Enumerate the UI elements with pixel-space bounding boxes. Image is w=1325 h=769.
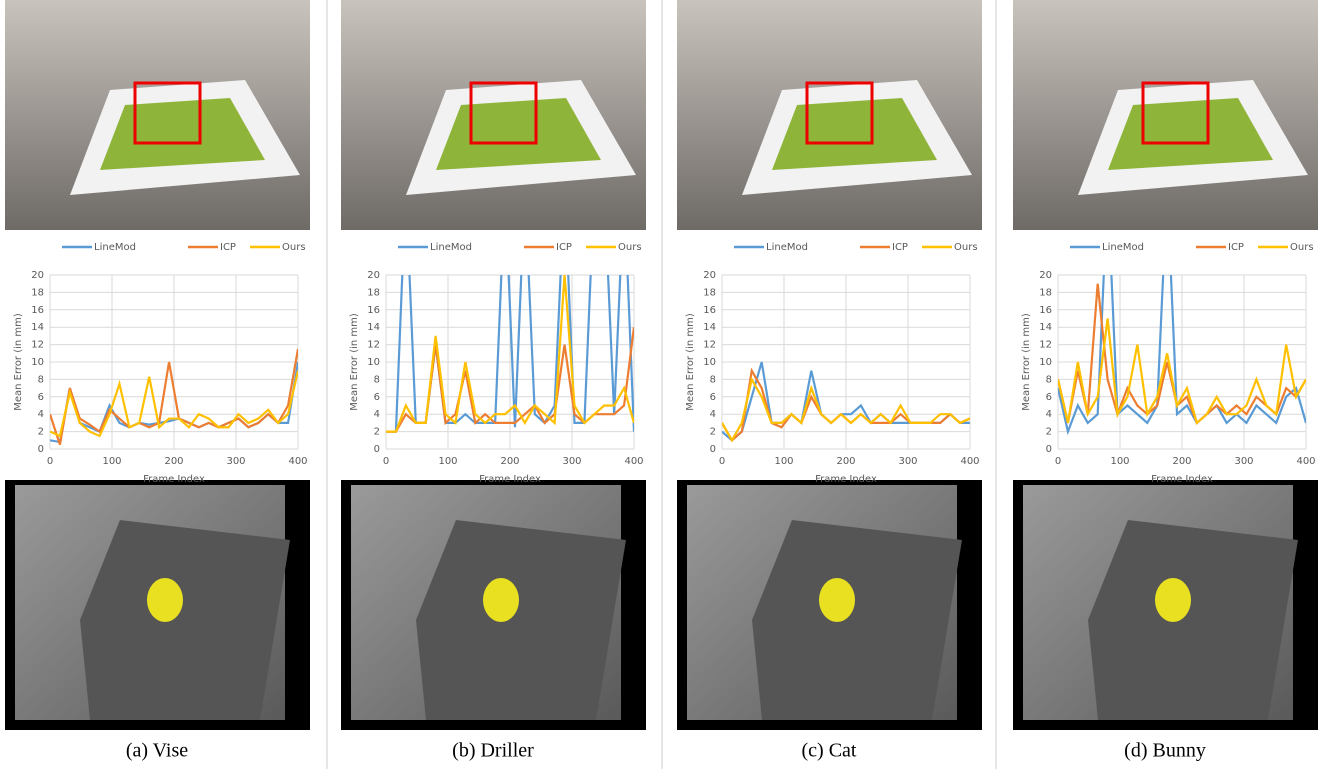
model-points [1155,578,1191,622]
y-tick-label: 18 [367,287,380,298]
y-tick-label: 8 [374,374,380,385]
legend-label: Ours [1290,242,1314,253]
y-axis-label: Mean Error (in mm) [13,313,24,411]
y-tick-label: 10 [367,357,380,368]
caption: (c) Cat [802,740,857,762]
x-tick-label: 100 [774,456,793,467]
y-tick-label: 12 [1039,340,1052,351]
y-axis-label: Mean Error (in mm) [685,313,696,411]
x-tick-label: 100 [102,456,121,467]
y-axis-label: Mean Error (in mm) [1021,313,1032,411]
x-axis-label: Frame Index [479,474,541,485]
legend-label: LineMod [430,242,472,253]
x-tick-label: 400 [960,456,979,467]
x-tick-label: 200 [164,456,183,467]
y-tick-label: 18 [703,287,716,298]
y-tick-label: 6 [374,392,380,403]
x-tick-label: 0 [47,456,53,467]
depth-table [1088,520,1298,720]
x-tick-label: 200 [1172,456,1191,467]
x-tick-label: 300 [226,456,245,467]
y-tick-label: 14 [1039,322,1052,333]
depth-table [80,520,290,720]
legend-label: LineMod [766,242,808,253]
y-tick-label: 18 [1039,287,1052,298]
x-tick-label: 100 [1110,456,1129,467]
legend-label: ICP [892,242,908,253]
y-tick-label: 0 [1046,444,1052,455]
y-tick-label: 18 [31,287,44,298]
y-tick-label: 8 [38,374,44,385]
caption: (d) Bunny [1124,740,1206,762]
y-tick-label: 2 [38,427,44,438]
y-tick-label: 20 [31,270,44,281]
x-tick-label: 200 [500,456,519,467]
y-tick-label: 16 [1039,305,1052,316]
y-tick-label: 2 [374,427,380,438]
y-tick-label: 12 [367,340,380,351]
legend-label: Ours [954,242,978,253]
y-tick-label: 16 [31,305,44,316]
y-tick-label: 14 [31,322,44,333]
y-tick-label: 2 [1046,427,1052,438]
y-tick-label: 14 [703,322,716,333]
y-tick-label: 4 [710,409,716,420]
legend-label: Ours [618,242,642,253]
caption: (b) Driller [452,740,534,762]
x-tick-label: 300 [562,456,581,467]
y-tick-label: 4 [38,409,44,420]
y-tick-label: 16 [703,305,716,316]
x-tick-label: 300 [1234,456,1253,467]
legend-label: LineMod [94,242,136,253]
legend-label: Ours [282,242,306,253]
x-axis-label: Frame Index [1151,474,1213,485]
y-tick-label: 10 [1039,357,1052,368]
y-tick-label: 6 [1046,392,1052,403]
y-tick-label: 4 [374,409,380,420]
depth-table [416,520,626,720]
x-tick-label: 0 [383,456,389,467]
y-tick-label: 10 [703,357,716,368]
legend-label: ICP [556,242,572,253]
x-tick-label: 0 [1055,456,1061,467]
x-tick-label: 0 [719,456,725,467]
x-axis-label: Frame Index [815,474,877,485]
y-tick-label: 10 [31,357,44,368]
x-axis-label: Frame Index [143,474,205,485]
x-tick-label: 200 [836,456,855,467]
caption: (a) Vise [126,740,188,762]
x-tick-label: 400 [624,456,643,467]
depth-table [752,520,962,720]
model-points [819,578,855,622]
x-tick-label: 100 [438,456,457,467]
model-points [483,578,519,622]
y-tick-label: 0 [710,444,716,455]
y-tick-label: 4 [1046,409,1052,420]
y-tick-label: 20 [367,270,380,281]
y-tick-label: 0 [374,444,380,455]
legend-label: LineMod [1102,242,1144,253]
y-tick-label: 8 [1046,374,1052,385]
legend-label: ICP [1228,242,1244,253]
y-tick-label: 16 [367,305,380,316]
x-tick-label: 400 [288,456,307,467]
y-tick-label: 12 [703,340,716,351]
legend-label: ICP [220,242,236,253]
y-tick-label: 2 [710,427,716,438]
y-tick-label: 0 [38,444,44,455]
y-tick-label: 20 [703,270,716,281]
y-tick-label: 6 [710,392,716,403]
y-axis-label: Mean Error (in mm) [349,313,360,411]
y-tick-label: 14 [367,322,380,333]
x-tick-label: 300 [898,456,917,467]
y-tick-label: 8 [710,374,716,385]
y-tick-label: 20 [1039,270,1052,281]
y-tick-label: 12 [31,340,44,351]
model-points [147,578,183,622]
x-tick-label: 400 [1296,456,1315,467]
y-tick-label: 6 [38,392,44,403]
figure: 024681012141618200100200300400Mean Error… [0,0,1325,769]
